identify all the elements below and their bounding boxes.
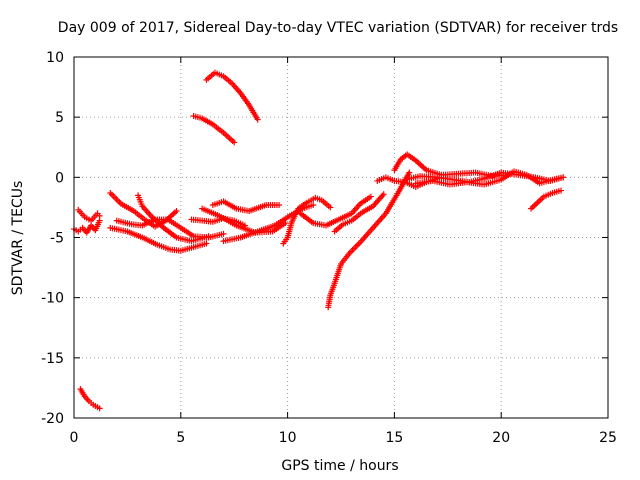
series-arc-l xyxy=(331,191,387,235)
y-tick-label: 10 xyxy=(46,50,64,66)
series-arc-h xyxy=(220,202,317,245)
data-points xyxy=(71,69,567,412)
series-arc-q xyxy=(528,187,565,212)
x-tick-label: 20 xyxy=(492,430,510,446)
data-point xyxy=(558,187,565,194)
series-arc-negative-19 xyxy=(77,386,103,412)
y-tick-label: -5 xyxy=(50,231,64,247)
series-arc-p xyxy=(412,168,567,188)
y-tick-label: 0 xyxy=(55,170,64,186)
series-arc-b xyxy=(107,224,210,254)
series-arc-i xyxy=(280,194,334,247)
x-tick-label: 10 xyxy=(279,430,297,446)
series-arc-upper-5 xyxy=(190,112,238,146)
data-point xyxy=(310,202,317,209)
axis-ticks: 0 5 10 15 20 25 -20 -15 -10 -5 0 5 10 xyxy=(41,50,617,446)
y-tick-label: -10 xyxy=(41,291,64,307)
data-point xyxy=(406,169,413,176)
data-point xyxy=(327,204,334,211)
series-arc-g xyxy=(209,198,283,215)
chart-title: Day 009 of 2017, Sidereal Day-to-day VTE… xyxy=(58,20,618,36)
y-axis-label: SDTVAR / TECUs xyxy=(10,181,26,296)
data-point xyxy=(560,174,567,181)
data-point xyxy=(231,139,238,146)
x-tick-label: 0 xyxy=(70,430,79,446)
data-point xyxy=(254,116,261,123)
data-point xyxy=(380,191,387,198)
data-point xyxy=(276,202,283,209)
grid xyxy=(74,57,608,418)
x-tick-label: 15 xyxy=(385,430,403,446)
series-arc-d xyxy=(135,192,212,245)
y-tick-label: -20 xyxy=(41,411,64,427)
y-tick-label: -15 xyxy=(41,351,64,367)
x-tick-label: 5 xyxy=(176,430,185,446)
series-arc-early-high xyxy=(75,206,103,224)
series-arc-k xyxy=(325,169,413,311)
data-point xyxy=(96,212,103,219)
data-point xyxy=(205,233,212,240)
x-tick-label: 25 xyxy=(599,430,617,446)
data-point xyxy=(367,193,374,200)
x-axis-label: GPS time / hours xyxy=(281,458,398,474)
series-arc-early-low xyxy=(71,217,103,236)
data-point xyxy=(220,230,227,237)
series-arc-j xyxy=(297,193,374,229)
data-point xyxy=(173,208,180,215)
series-arc-upper-8 xyxy=(203,69,261,123)
data-point xyxy=(96,405,103,412)
data-point xyxy=(203,240,210,247)
y-tick-label: 5 xyxy=(55,110,64,126)
